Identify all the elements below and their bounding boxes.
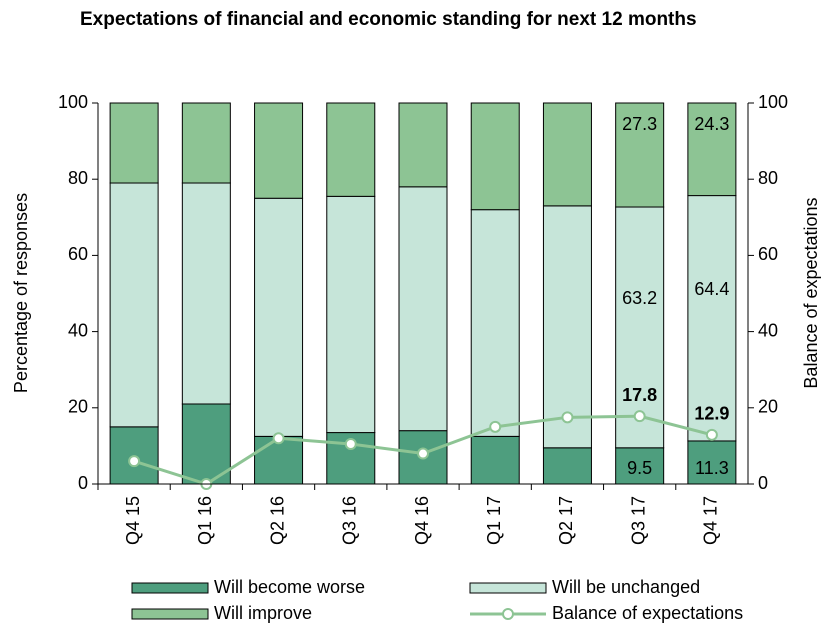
value-label: 27.3 bbox=[622, 114, 657, 134]
y2-tick-label: 100 bbox=[758, 92, 788, 112]
bar-segment bbox=[687, 102, 737, 197]
value-label: 11.3 bbox=[695, 458, 729, 478]
balance-point bbox=[272, 432, 285, 445]
legend-label: Will improve bbox=[214, 603, 312, 623]
balance-label: 12.9 bbox=[694, 404, 729, 424]
bar-segment bbox=[470, 102, 520, 211]
bar-segment bbox=[109, 102, 159, 184]
chart-title: Expectations of financial and economic s… bbox=[80, 9, 697, 30]
balance-point bbox=[489, 420, 502, 433]
bar-segment bbox=[181, 182, 231, 405]
y2-axis-label: Balance of expectations bbox=[801, 197, 821, 388]
balance-point bbox=[128, 455, 141, 468]
x-tick-label: Q1 16 bbox=[195, 496, 215, 545]
legend-marker bbox=[502, 608, 514, 620]
bar-segment bbox=[687, 195, 737, 442]
bar-segment bbox=[615, 447, 665, 485]
legend-swatch bbox=[469, 582, 547, 594]
bar-segment bbox=[615, 206, 665, 449]
bar-segment bbox=[687, 440, 737, 485]
balance-point bbox=[705, 428, 718, 441]
y2-tick-label: 20 bbox=[758, 397, 778, 417]
balance-point bbox=[633, 410, 646, 423]
balance-label: 17.8 bbox=[622, 385, 657, 405]
y-tick-label: 20 bbox=[68, 397, 88, 417]
x-tick-label: Q3 17 bbox=[628, 496, 648, 545]
legend-swatch bbox=[131, 582, 209, 594]
y-tick-label: 0 bbox=[78, 473, 88, 493]
bar-segment bbox=[254, 197, 304, 437]
x-tick-label: Q2 17 bbox=[556, 496, 576, 545]
x-tick-label: Q1 17 bbox=[484, 496, 504, 545]
bar-segment bbox=[398, 102, 448, 188]
y-axis-label: Percentage of responses bbox=[11, 193, 31, 393]
value-label: 63.2 bbox=[622, 288, 657, 308]
bar-segment bbox=[326, 102, 376, 197]
bar-segment bbox=[109, 182, 159, 428]
value-label: 9.5 bbox=[627, 458, 652, 478]
bar-segment bbox=[470, 435, 520, 485]
bar-segment bbox=[398, 186, 448, 432]
value-label: 64.4 bbox=[694, 279, 729, 299]
legend-swatch bbox=[131, 608, 209, 620]
y2-tick-label: 0 bbox=[758, 473, 768, 493]
x-tick-label: Q2 16 bbox=[267, 496, 287, 545]
y-tick-label: 60 bbox=[68, 244, 88, 264]
balance-point bbox=[561, 411, 574, 424]
legend-label: Balance of expectations bbox=[552, 603, 743, 623]
bar-segment bbox=[542, 205, 592, 449]
y-tick-label: 40 bbox=[68, 320, 88, 340]
y2-tick-label: 80 bbox=[758, 168, 778, 188]
bar-segment bbox=[326, 195, 376, 434]
bar-segment bbox=[254, 102, 304, 199]
y2-tick-label: 60 bbox=[758, 244, 778, 264]
x-tick-label: Q3 16 bbox=[340, 496, 360, 545]
x-tick-label: Q4 17 bbox=[701, 496, 721, 545]
bar-segment bbox=[470, 209, 520, 437]
y-tick-label: 80 bbox=[68, 168, 88, 188]
bar-segment bbox=[181, 102, 231, 184]
x-tick-label: Q4 15 bbox=[123, 496, 143, 545]
bar-segment bbox=[615, 102, 665, 208]
legend-label: Will be unchanged bbox=[552, 577, 700, 597]
bar-segment bbox=[254, 435, 304, 485]
x-tick-label: Q4 16 bbox=[412, 496, 432, 545]
y2-tick-label: 40 bbox=[758, 320, 778, 340]
y-tick-label: 100 bbox=[58, 92, 88, 112]
legend-label: Will become worse bbox=[214, 577, 365, 597]
bar-segment bbox=[542, 102, 592, 207]
bar-segment bbox=[542, 447, 592, 485]
balance-point bbox=[344, 437, 357, 450]
balance-point bbox=[417, 447, 429, 460]
value-label: 24.3 bbox=[694, 114, 729, 134]
